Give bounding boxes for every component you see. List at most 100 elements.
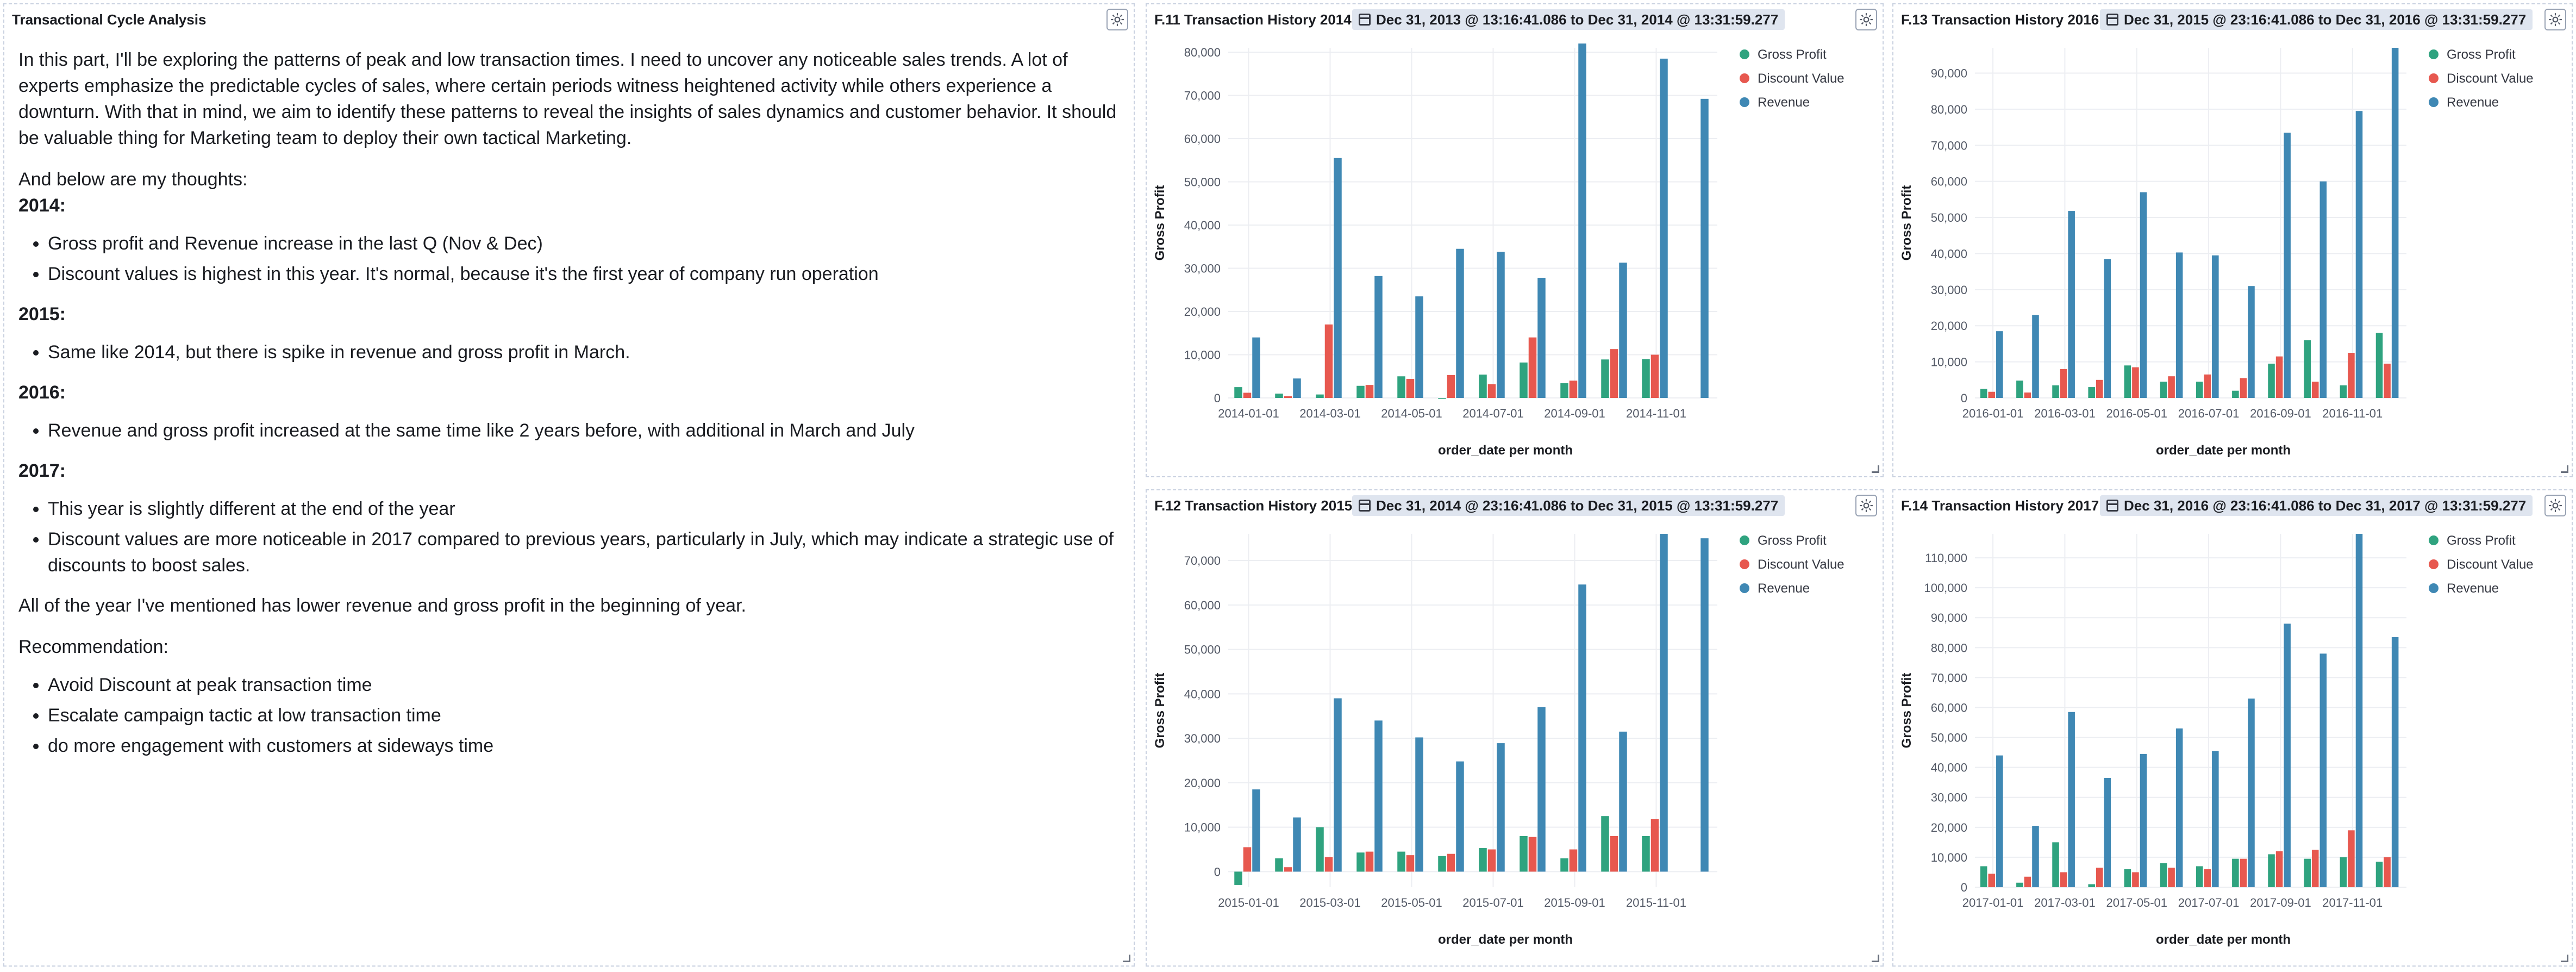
- bar-discount-value[interactable]: [2348, 353, 2355, 398]
- bar-gross-profit[interactable]: [1234, 387, 1242, 398]
- bar-discount-value[interactable]: [1528, 337, 1537, 398]
- bar-gross-profit[interactable]: [2340, 385, 2347, 398]
- bar-gross-profit[interactable]: [2268, 363, 2275, 398]
- bar-gross-profit[interactable]: [2088, 884, 2095, 887]
- bar-discount-value[interactable]: [2132, 872, 2139, 887]
- bar-discount-value[interactable]: [1324, 324, 1333, 398]
- bar-revenue[interactable]: [1415, 296, 1423, 398]
- bar-gross-profit[interactable]: [1980, 389, 1987, 398]
- bar-revenue[interactable]: [1415, 737, 1423, 872]
- bar-discount-value[interactable]: [2348, 830, 2355, 887]
- bar-discount-value[interactable]: [2240, 858, 2247, 887]
- bar-discount-value[interactable]: [1284, 396, 1292, 398]
- legend-item-discount-value[interactable]: Discount Value: [2447, 557, 2534, 572]
- bar-discount-value[interactable]: [1243, 392, 1252, 398]
- bar-gross-profit[interactable]: [1275, 858, 1283, 872]
- bar-revenue[interactable]: [1619, 263, 1627, 398]
- bar-gross-profit[interactable]: [1316, 827, 1324, 872]
- bar-discount-value[interactable]: [2311, 382, 2319, 398]
- bar-revenue[interactable]: [1252, 337, 1260, 398]
- bar-revenue[interactable]: [1293, 378, 1301, 398]
- bar-gross-profit[interactable]: [2375, 862, 2383, 887]
- bar-gross-profit[interactable]: [1438, 398, 1446, 399]
- bar-discount-value[interactable]: [1650, 354, 1659, 398]
- bar-revenue[interactable]: [1660, 534, 1668, 872]
- bar-gross-profit[interactable]: [2124, 869, 2131, 887]
- bar-revenue[interactable]: [1660, 58, 1668, 398]
- bar-discount-value[interactable]: [2060, 872, 2067, 887]
- bar-revenue[interactable]: [1293, 817, 1301, 872]
- legend-item-gross-profit[interactable]: Gross Profit: [1758, 47, 1827, 62]
- legend-item-revenue[interactable]: Revenue: [1758, 581, 1810, 596]
- bar-discount-value[interactable]: [1243, 847, 1252, 872]
- bar-discount-value[interactable]: [1284, 867, 1292, 872]
- bar-revenue[interactable]: [1374, 720, 1383, 872]
- bar-revenue[interactable]: [2212, 751, 2219, 887]
- legend-item-revenue[interactable]: Revenue: [1758, 95, 1810, 110]
- legend-item-discount-value[interactable]: Discount Value: [2447, 71, 2534, 86]
- bar-gross-profit[interactable]: [2196, 866, 2203, 887]
- bar-gross-profit[interactable]: [2016, 882, 2023, 887]
- bar-discount-value[interactable]: [1487, 384, 1496, 398]
- bar-discount-value[interactable]: [1447, 853, 1455, 872]
- bar-revenue[interactable]: [2104, 777, 2111, 887]
- bar-discount-value[interactable]: [1610, 836, 1618, 872]
- bar-discount-value[interactable]: [1569, 849, 1578, 872]
- panel-options-gear-icon[interactable]: [2544, 9, 2566, 30]
- bar-gross-profit[interactable]: [1520, 836, 1528, 872]
- bar-gross-profit[interactable]: [1316, 394, 1324, 398]
- bar-discount-value[interactable]: [1365, 385, 1374, 398]
- bar-gross-profit[interactable]: [2232, 390, 2239, 398]
- legend-item-revenue[interactable]: Revenue: [2447, 581, 2499, 596]
- bar-revenue[interactable]: [2319, 653, 2327, 887]
- bar-revenue[interactable]: [1700, 98, 1709, 398]
- bar-discount-value[interactable]: [2024, 392, 2031, 398]
- bar-discount-value[interactable]: [2060, 369, 2067, 398]
- bar-revenue[interactable]: [2068, 712, 2075, 887]
- bar-gross-profit[interactable]: [1560, 858, 1568, 872]
- bar-discount-value[interactable]: [2240, 378, 2247, 398]
- bar-discount-value[interactable]: [1324, 857, 1333, 872]
- bar-revenue[interactable]: [1578, 584, 1586, 872]
- time-range-badge[interactable]: Dec 31, 2015 @ 23:16:41.086 to Dec 31, 2…: [2100, 9, 2533, 30]
- bar-revenue[interactable]: [1497, 252, 1505, 398]
- panel-options-gear-icon[interactable]: [1855, 495, 1877, 516]
- bar-discount-value[interactable]: [1487, 849, 1496, 872]
- bar-revenue[interactable]: [1578, 43, 1586, 398]
- bar-gross-profit[interactable]: [1520, 362, 1528, 398]
- legend-item-discount-value[interactable]: Discount Value: [1758, 71, 1845, 86]
- bar-gross-profit[interactable]: [1642, 359, 1650, 398]
- bar-discount-value[interactable]: [2168, 868, 2175, 887]
- bar-revenue[interactable]: [2391, 637, 2399, 887]
- bar-revenue[interactable]: [2319, 181, 2327, 398]
- bar-revenue[interactable]: [1996, 331, 2003, 398]
- legend-item-revenue[interactable]: Revenue: [2447, 95, 2499, 110]
- bar-discount-value[interactable]: [1610, 349, 1618, 398]
- bar-discount-value[interactable]: [2384, 857, 2391, 887]
- bar-gross-profit[interactable]: [1234, 871, 1242, 885]
- resize-handle[interactable]: [2561, 465, 2568, 473]
- bar-revenue[interactable]: [1537, 277, 1546, 398]
- bar-gross-profit[interactable]: [2160, 863, 2167, 887]
- bar-revenue[interactable]: [2032, 826, 2039, 887]
- bar-gross-profit[interactable]: [2232, 858, 2239, 887]
- bar-revenue[interactable]: [1619, 731, 1627, 872]
- bar-gross-profit[interactable]: [1479, 375, 1487, 398]
- bar-revenue[interactable]: [1374, 276, 1383, 398]
- bar-gross-profit[interactable]: [2196, 382, 2203, 398]
- time-range-badge[interactable]: Dec 31, 2016 @ 23:16:41.086 to Dec 31, 2…: [2100, 495, 2533, 516]
- bar-gross-profit[interactable]: [2304, 858, 2311, 887]
- bar-gross-profit[interactable]: [1275, 394, 1283, 398]
- bar-revenue[interactable]: [2284, 624, 2291, 887]
- bar-discount-value[interactable]: [2204, 374, 2211, 398]
- bar-gross-profit[interactable]: [1356, 852, 1365, 872]
- bar-revenue[interactable]: [2355, 534, 2363, 887]
- bar-revenue[interactable]: [2355, 111, 2363, 398]
- bar-discount-value[interactable]: [2275, 851, 2283, 887]
- panel-options-gear-icon[interactable]: [2544, 495, 2566, 516]
- legend-item-gross-profit[interactable]: Gross Profit: [1758, 533, 1827, 548]
- bar-gross-profit[interactable]: [1601, 816, 1609, 872]
- bar-revenue[interactable]: [2175, 728, 2183, 887]
- resize-handle[interactable]: [2561, 955, 2568, 962]
- bar-revenue[interactable]: [2284, 133, 2291, 398]
